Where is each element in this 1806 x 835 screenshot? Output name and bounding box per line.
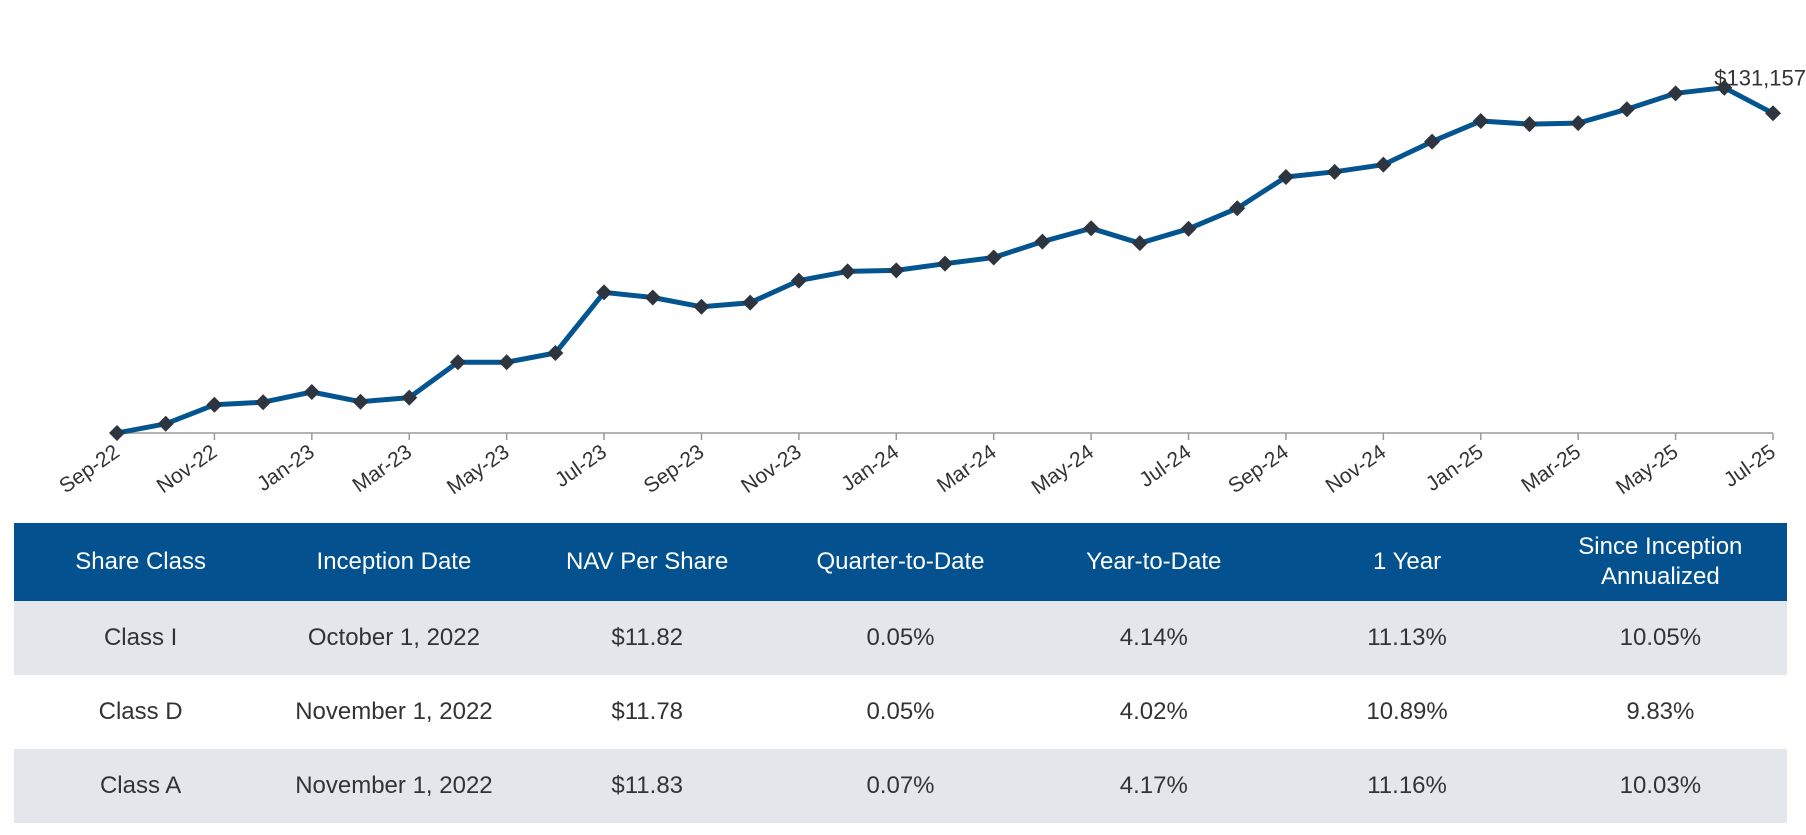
growth-line-chart: Sep-22 Nov-22 Jan-23 Mar-23 May-23 Jul-23 Sep-… bbox=[55, 65, 1806, 499]
end-value-label: $131,157 bbox=[1714, 65, 1806, 90]
cell-quarter-to-date: 0.05% bbox=[773, 601, 1028, 675]
cell-inception-date: November 1, 2022 bbox=[267, 675, 521, 749]
data-point-marker bbox=[888, 262, 905, 279]
x-tick-label: Jul-23 bbox=[551, 440, 611, 492]
cell-share-class: Class D bbox=[14, 675, 268, 749]
x-tick-label: Sep-23 bbox=[640, 440, 709, 498]
data-point-marker bbox=[790, 272, 807, 289]
data-point-marker bbox=[1083, 220, 1100, 237]
cell-year-to-date: 4.14% bbox=[1027, 601, 1281, 675]
data-point-marker bbox=[498, 354, 515, 371]
table-row: Class D November 1, 2022 $11.78 0.05% 4.… bbox=[14, 675, 1787, 749]
cell-share-class: Class I bbox=[14, 601, 268, 675]
data-point-marker bbox=[1034, 233, 1051, 250]
data-point-marker bbox=[401, 389, 418, 406]
header-one-year: 1 Year bbox=[1280, 523, 1534, 601]
x-tick-label: Jan-25 bbox=[1422, 440, 1488, 496]
cell-nav-per-share: $11.83 bbox=[520, 749, 774, 823]
cell-nav-per-share: $11.82 bbox=[520, 601, 774, 675]
data-point-marker bbox=[985, 249, 1002, 266]
data-point-marker bbox=[644, 289, 661, 306]
x-tick-label: May-23 bbox=[443, 440, 514, 499]
cell-share-class: Class A bbox=[14, 749, 268, 823]
data-point-marker bbox=[1180, 220, 1197, 237]
header-since-inception: Since Inception Annualized bbox=[1533, 523, 1787, 601]
data-point-marker bbox=[1375, 156, 1392, 173]
data-point-marker bbox=[839, 263, 856, 280]
data-point-marker bbox=[1765, 105, 1781, 122]
x-tick-label: Jan-23 bbox=[253, 440, 319, 496]
x-tick-label: Jul-25 bbox=[1720, 440, 1780, 492]
data-point-marker bbox=[109, 425, 125, 441]
cell-year-to-date: 4.02% bbox=[1027, 675, 1281, 749]
cell-since-inception: 10.03% bbox=[1533, 749, 1787, 823]
header-inception-date: Inception Date bbox=[267, 523, 521, 601]
header-share-class: Share Class bbox=[14, 523, 268, 601]
data-point-marker bbox=[1229, 200, 1246, 217]
x-tick-label: Jan-24 bbox=[837, 440, 903, 496]
cell-inception-date: October 1, 2022 bbox=[267, 601, 521, 675]
table-row: Class A November 1, 2022 $11.83 0.07% 4.… bbox=[14, 749, 1787, 823]
data-point-marker bbox=[1326, 163, 1343, 180]
x-tick-label: Nov-22 bbox=[153, 440, 222, 498]
data-point-marker bbox=[1667, 85, 1684, 102]
x-tick-label: Mar-25 bbox=[1517, 440, 1585, 497]
cell-year-to-date: 4.17% bbox=[1027, 749, 1281, 823]
x-tick-label: Sep-22 bbox=[55, 440, 124, 498]
x-tick-label: Nov-24 bbox=[1322, 440, 1391, 498]
cell-since-inception: 9.83% bbox=[1533, 675, 1787, 749]
x-tick-label: May-25 bbox=[1612, 440, 1683, 499]
data-point-marker bbox=[255, 394, 272, 411]
table-header-row: Share Class Inception Date NAV Per Share… bbox=[14, 523, 1787, 601]
data-point-marker bbox=[742, 294, 759, 311]
cell-inception-date: November 1, 2022 bbox=[267, 749, 521, 823]
data-point-marker bbox=[547, 344, 564, 361]
x-tick-label: Jul-24 bbox=[1135, 440, 1195, 492]
data-point-marker bbox=[1277, 168, 1294, 185]
data-point-marker bbox=[693, 298, 710, 315]
cell-nav-per-share: $11.78 bbox=[520, 675, 774, 749]
x-tick-label: Mar-24 bbox=[933, 440, 1001, 497]
data-point-marker bbox=[449, 354, 466, 371]
header-nav-per-share: NAV Per Share bbox=[520, 523, 774, 601]
header-year-to-date: Year-to-Date bbox=[1027, 523, 1281, 601]
cell-quarter-to-date: 0.07% bbox=[773, 749, 1028, 823]
cell-one-year: 10.89% bbox=[1280, 675, 1534, 749]
data-point-marker bbox=[352, 393, 369, 410]
x-tick-label: Mar-23 bbox=[348, 440, 416, 497]
data-point-marker bbox=[206, 396, 223, 413]
data-point-marker bbox=[596, 284, 613, 301]
table-row: Class I October 1, 2022 $11.82 0.05% 4.1… bbox=[14, 601, 1787, 675]
data-point-marker bbox=[303, 383, 320, 400]
cell-one-year: 11.13% bbox=[1280, 601, 1534, 675]
x-tick-label: Nov-23 bbox=[737, 440, 806, 498]
x-tick-label: Sep-24 bbox=[1224, 440, 1293, 498]
data-point-marker bbox=[937, 255, 953, 272]
data-point-marker bbox=[1131, 235, 1148, 252]
cell-quarter-to-date: 0.05% bbox=[773, 675, 1028, 749]
data-point-marker bbox=[1570, 115, 1587, 132]
data-point-marker bbox=[1521, 116, 1538, 133]
growth-chart: Sep-22 Nov-22 Jan-23 Mar-23 May-23 Jul-23 Sep-… bbox=[55, 65, 1806, 499]
data-point-marker bbox=[1618, 101, 1635, 118]
data-point-marker bbox=[157, 415, 174, 432]
cell-one-year: 11.16% bbox=[1280, 749, 1534, 823]
performance-table: Share Class Inception Date NAV Per Share… bbox=[14, 523, 1787, 823]
header-quarter-to-date: Quarter-to-Date bbox=[773, 523, 1028, 601]
cell-since-inception: 10.05% bbox=[1533, 601, 1787, 675]
data-point-marker bbox=[1716, 79, 1733, 96]
data-point-marker bbox=[1424, 133, 1441, 150]
data-point-marker bbox=[1472, 113, 1489, 130]
x-tick-label: May-24 bbox=[1027, 440, 1098, 499]
